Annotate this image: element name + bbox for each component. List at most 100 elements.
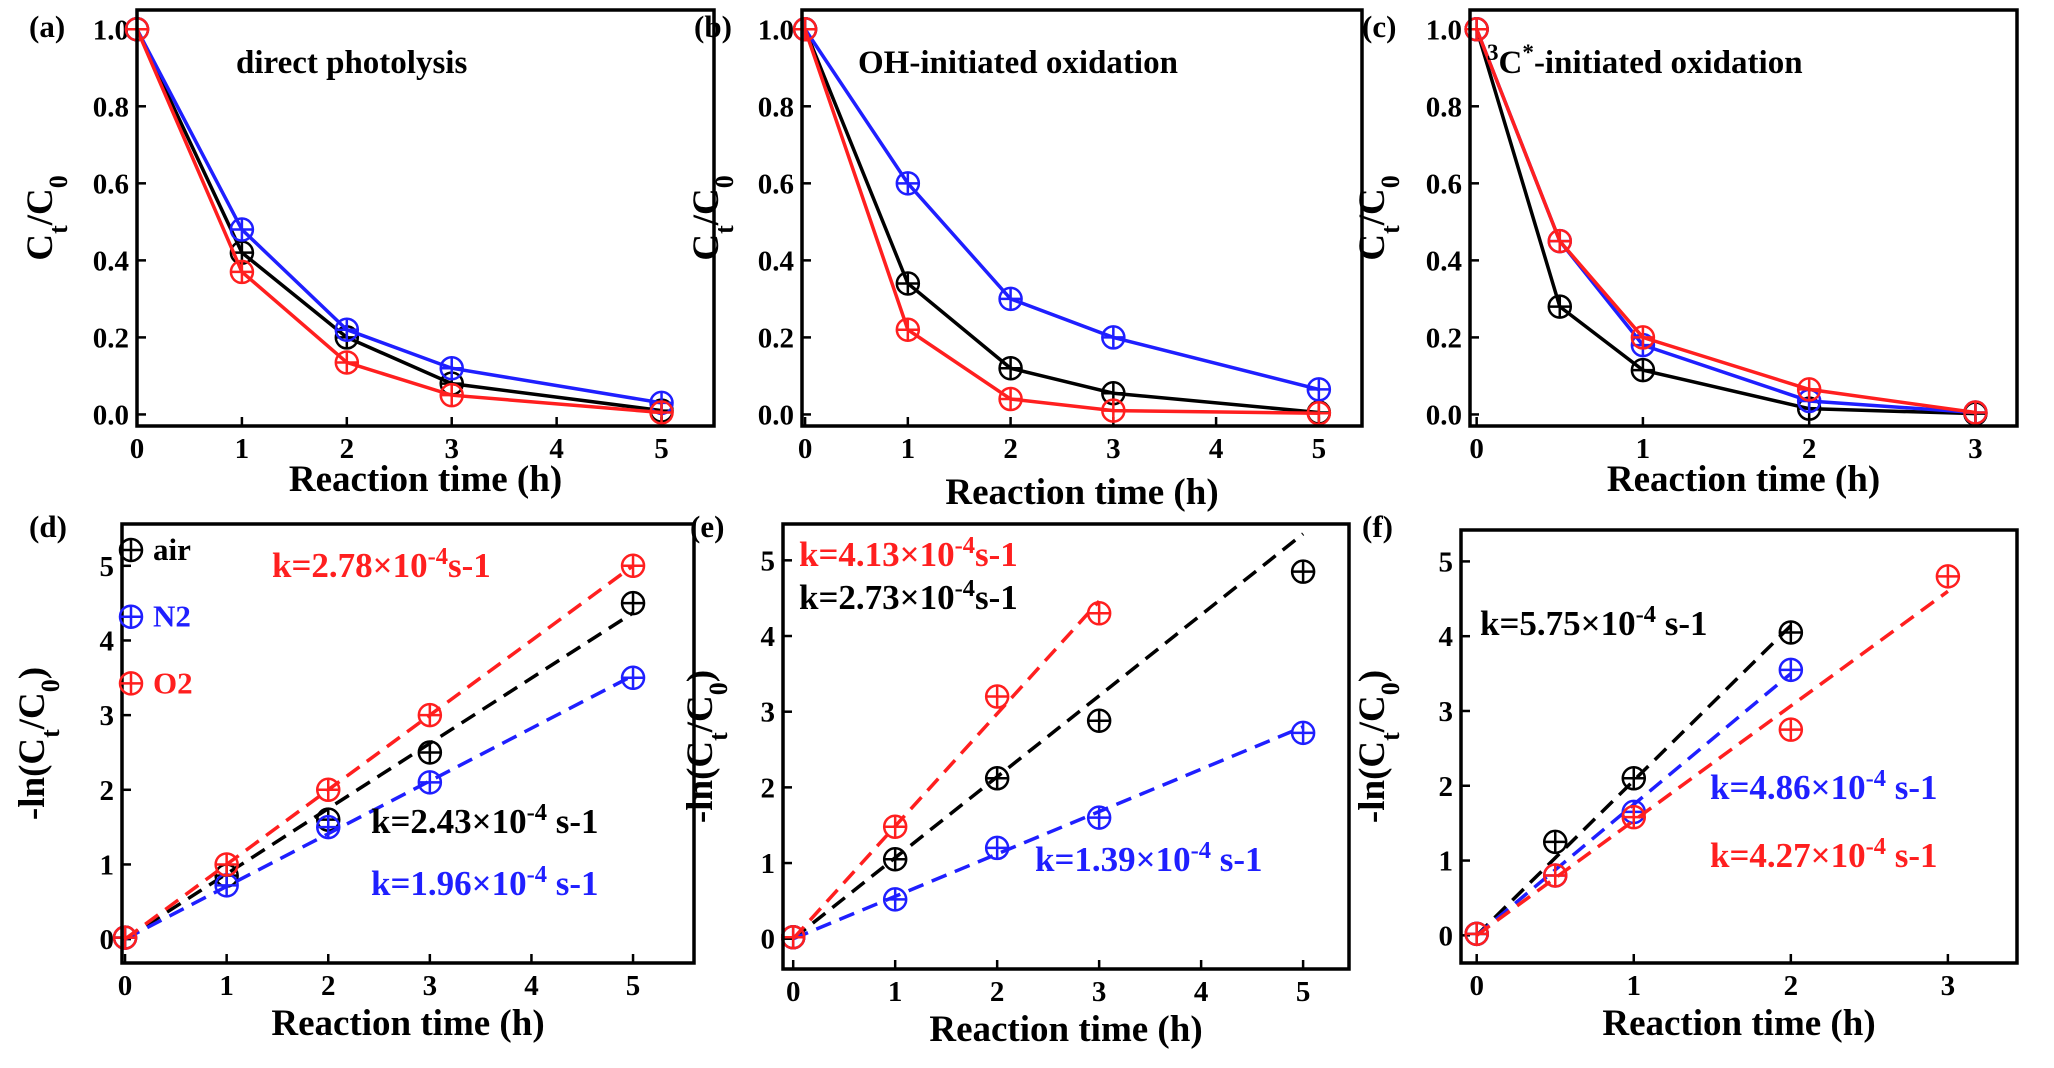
marker-cross xyxy=(622,554,645,577)
annotation: k=2.78×10-4s-1 xyxy=(272,543,491,586)
y-tick-label: 2 xyxy=(100,775,115,807)
x-tick-label: 1 xyxy=(1627,970,1642,1002)
x-tick-label: 0 xyxy=(118,970,133,1002)
marker-cross xyxy=(230,260,253,283)
marker xyxy=(1796,377,1822,402)
marker-cross xyxy=(1307,402,1330,425)
x-tick-label: 5 xyxy=(1296,976,1311,1008)
y-tick-label: 4 xyxy=(1439,621,1454,653)
x-tick-label: 4 xyxy=(524,970,539,1002)
text-part: s-1 xyxy=(1886,768,1938,807)
x-tick-label: 2 xyxy=(340,433,355,465)
y-tick-label: 0.0 xyxy=(1426,399,1462,431)
x-tick-label: 1 xyxy=(235,433,250,465)
marker-cross xyxy=(1548,230,1571,253)
text-part: -4 xyxy=(955,575,975,602)
text-part: -initiated oxidation xyxy=(1534,45,1803,81)
x-tick-label: 3 xyxy=(1106,433,1121,465)
marker-cross xyxy=(1779,621,1802,644)
plot-frame xyxy=(1459,528,2019,965)
annotation: k=2.73×10-4s-1 xyxy=(799,575,1018,618)
marker-cross xyxy=(1102,399,1125,422)
marker-cross xyxy=(1622,767,1645,790)
y-tick-label: 0.2 xyxy=(1426,322,1462,354)
text-part: k=5.75×10 xyxy=(1480,604,1636,643)
marker xyxy=(1086,805,1112,830)
chart-title: 3C*-initiated oxidation xyxy=(1487,39,1803,81)
marker xyxy=(1935,564,1961,589)
y-tick-label: 1.0 xyxy=(93,14,129,46)
marker-cross xyxy=(622,592,645,615)
plot-frame xyxy=(781,522,1351,971)
text-part: 0 xyxy=(36,679,65,692)
marker xyxy=(118,604,144,629)
text-part: t xyxy=(704,732,733,741)
marker-cross xyxy=(120,672,142,695)
y-tick-label: 1.0 xyxy=(1426,14,1462,46)
text-part: -4 xyxy=(527,861,547,888)
marker-cross xyxy=(999,287,1022,310)
marker xyxy=(895,271,921,296)
marker xyxy=(1086,601,1112,626)
x-tick-label: 0 xyxy=(1469,970,1484,1002)
marker xyxy=(984,835,1010,861)
marker-cross xyxy=(418,704,441,727)
marker-cross xyxy=(418,771,441,794)
panel-label: (f) xyxy=(1362,509,1393,544)
text-part: s-1 xyxy=(448,546,491,585)
marker xyxy=(1290,559,1316,584)
y-tick-label: 5 xyxy=(1439,546,1454,578)
y-tick-label: 5 xyxy=(100,551,115,583)
text-part: /C xyxy=(1352,188,1393,226)
panel-label: (b) xyxy=(694,9,732,44)
marker xyxy=(1306,401,1332,426)
marker-cross xyxy=(622,666,645,689)
text-part: k=4.27×10 xyxy=(1710,836,1866,875)
x-tick-label: 0 xyxy=(798,433,813,465)
x-axis-label: Reaction time (h) xyxy=(1602,1003,1875,1044)
y-axis-label: -ln(Ct/C0) xyxy=(680,670,733,823)
y-axis-label: Ct/C0 xyxy=(1352,175,1405,260)
marker xyxy=(1778,717,1804,742)
panel-label: (d) xyxy=(29,509,67,544)
y-tick-label: 0.4 xyxy=(93,245,129,277)
y-tick-label: 4 xyxy=(761,621,776,653)
marker-cross xyxy=(1088,806,1111,829)
marker xyxy=(334,350,360,375)
text-part: C xyxy=(686,234,727,261)
y-tick-label: 0.8 xyxy=(93,91,129,123)
marker xyxy=(984,684,1010,709)
marker-cross xyxy=(986,767,1009,790)
y-tick-label: 2 xyxy=(761,772,776,804)
marker-cross xyxy=(317,816,340,839)
annotation: k=2.43×10-4 s-1 xyxy=(371,799,599,842)
text-part: 0 xyxy=(704,682,733,695)
y-tick-label: 3 xyxy=(100,700,115,732)
text-part: 3 xyxy=(1487,39,1499,65)
text-part: s-1 xyxy=(1656,604,1708,643)
marker-cross xyxy=(120,539,142,561)
marker-cross xyxy=(1622,806,1645,829)
marker xyxy=(895,317,921,342)
text-part: OH-initiated oxidation xyxy=(858,45,1178,81)
y-tick-label: 0.8 xyxy=(1426,91,1462,123)
fit-line xyxy=(124,564,635,941)
text-part: t xyxy=(36,729,65,738)
marker-cross xyxy=(1631,359,1654,382)
marker-cross xyxy=(335,351,358,374)
text-part: -4 xyxy=(1866,833,1886,860)
text-part: 0 xyxy=(1376,682,1405,695)
marker-cross xyxy=(896,272,919,295)
marker xyxy=(1630,357,1656,383)
text-part: /C xyxy=(1352,695,1393,733)
marker-cross xyxy=(986,685,1009,708)
marker xyxy=(1778,620,1804,645)
text-part: 0 xyxy=(1376,175,1405,188)
text-part: -ln(C xyxy=(1352,741,1393,823)
text-part: -4 xyxy=(527,799,547,826)
x-tick-label: 1 xyxy=(1636,433,1651,465)
text-part: /C xyxy=(12,692,53,730)
series-line xyxy=(803,28,1320,415)
marker-cross xyxy=(1779,718,1802,741)
text-part: s-1 xyxy=(547,864,599,903)
